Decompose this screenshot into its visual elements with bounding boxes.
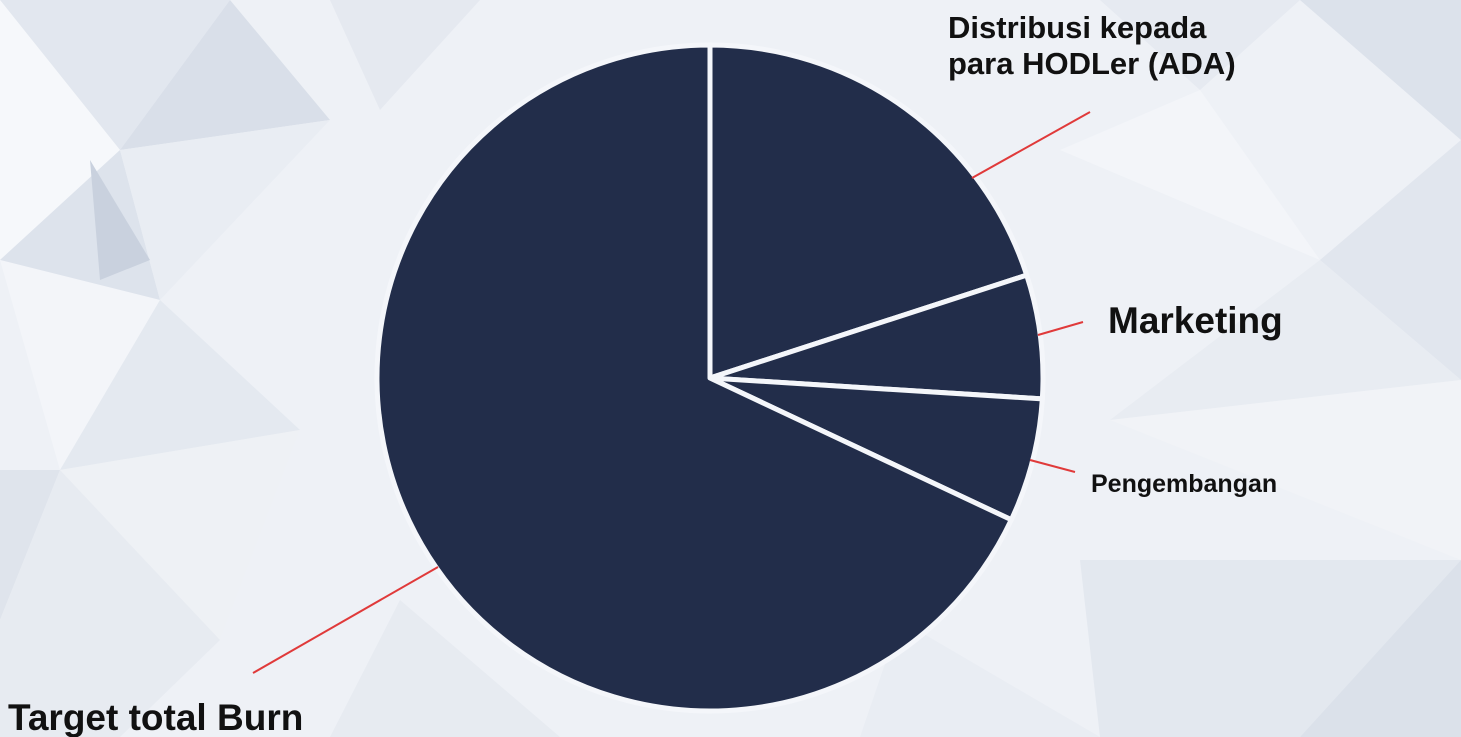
leader-line-4 — [252, 566, 439, 674]
slice-label-line: para HODLer (ADA) — [948, 46, 1236, 81]
pie-slice-4 — [374, 42, 1014, 714]
slice-label-3: Pengembangan — [1091, 470, 1277, 498]
slice-label-4: Target total Burn — [8, 697, 303, 737]
leader-line-3 — [1029, 459, 1076, 473]
slice-label-line: Pengembangan — [1091, 470, 1277, 498]
slice-label-line: Target total Burn — [8, 697, 303, 737]
pie-slice-1 — [707, 42, 1030, 381]
slice-label-line: Marketing — [1108, 300, 1283, 341]
slice-label-1: Distribusi kepada para HODLer (ADA) — [948, 10, 1236, 81]
slice-label-line: Distribusi kepada — [948, 10, 1207, 45]
leader-line-1 — [971, 111, 1091, 179]
leader-line-2 — [1037, 321, 1084, 336]
slice-label-2: Marketing — [1108, 300, 1283, 341]
